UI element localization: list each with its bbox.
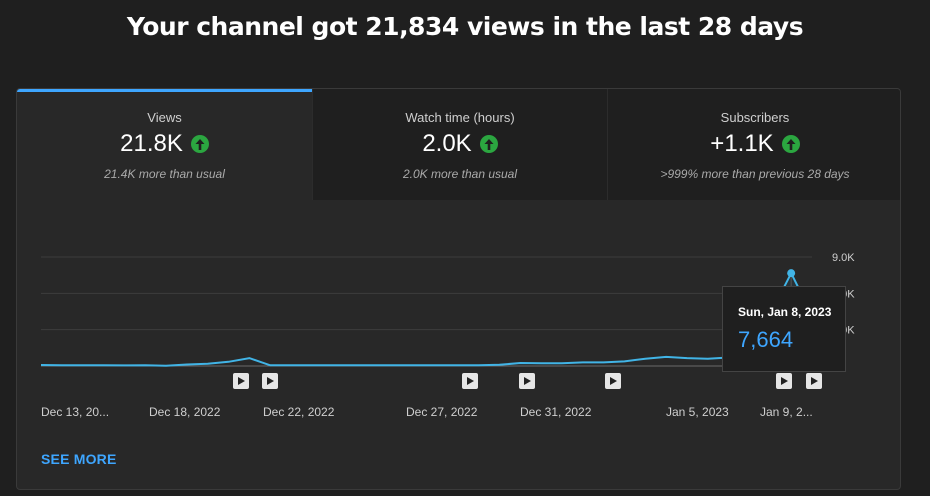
x-tick-label: Jan 9, 2... bbox=[760, 405, 813, 419]
views-line bbox=[40, 270, 813, 367]
video-play-icon[interactable] bbox=[519, 373, 535, 389]
x-tick-label: Dec 18, 2022 bbox=[149, 405, 221, 419]
tab-views[interactable]: Views 21.8K 21.4K more than usual bbox=[17, 89, 312, 200]
x-tick-label: Dec 22, 2022 bbox=[263, 405, 335, 419]
tooltip-value: 7,664 bbox=[738, 327, 794, 352]
metric-tabs: Views 21.8K 21.4K more than usual Watch … bbox=[17, 89, 900, 200]
arrow-up-icon bbox=[479, 135, 498, 153]
x-tick-label: Jan 5, 2023 bbox=[666, 405, 729, 419]
video-play-icon[interactable] bbox=[262, 373, 278, 389]
tab-value: +1.1K bbox=[608, 130, 900, 158]
highlight-point bbox=[787, 269, 796, 278]
arrow-up-icon bbox=[781, 135, 800, 153]
tab-value-text: 21.8K bbox=[120, 130, 183, 157]
x-tick-label: Dec 27, 2022 bbox=[406, 405, 478, 419]
tab-title: Subscribers bbox=[720, 110, 790, 125]
analytics-card: Views 21.8K 21.4K more than usual Watch … bbox=[16, 88, 901, 490]
video-play-icon[interactable] bbox=[605, 373, 621, 389]
x-tick-label: Dec 31, 2022 bbox=[520, 405, 592, 419]
y-tick-label: 9.0K bbox=[832, 252, 855, 264]
tab-subtext: >999% more than previous 28 days bbox=[660, 167, 850, 181]
tab-value-text: 2.0K bbox=[422, 130, 472, 157]
tooltip-date: Sun, Jan 8, 2023 bbox=[738, 305, 832, 319]
tab-value: 21.8K bbox=[17, 130, 312, 158]
video-play-icon[interactable] bbox=[806, 373, 822, 389]
tab-subtext: 2.0K more than usual bbox=[402, 167, 518, 181]
arrow-up-icon bbox=[190, 135, 209, 153]
page-headline: Your channel got 21,834 views in the las… bbox=[126, 12, 804, 41]
tab-value: 2.0K bbox=[313, 130, 607, 158]
tab-subtext: 21.4K more than usual bbox=[104, 167, 225, 181]
tab-title: Views bbox=[147, 110, 182, 125]
x-tick-label: Dec 13, 20... bbox=[41, 405, 109, 419]
chart-tooltip: Sun, Jan 8, 2023 7,664 bbox=[722, 286, 846, 372]
views-chart: 03.0K6.0K9.0K Dec 13, 20...Dec 18, 2022D… bbox=[17, 200, 900, 440]
see-more-link[interactable]: SEE MORE bbox=[41, 451, 117, 467]
video-play-icon[interactable] bbox=[462, 373, 478, 389]
tab-watch-time[interactable]: Watch time (hours) 2.0K 2.0K more than u… bbox=[312, 89, 607, 200]
tab-title: Watch time (hours) bbox=[405, 110, 515, 125]
video-play-icon[interactable] bbox=[776, 373, 792, 389]
tab-subscribers[interactable]: Subscribers +1.1K >999% more than previo… bbox=[607, 89, 900, 200]
video-play-icon[interactable] bbox=[233, 373, 249, 389]
tab-value-text: +1.1K bbox=[710, 130, 774, 157]
